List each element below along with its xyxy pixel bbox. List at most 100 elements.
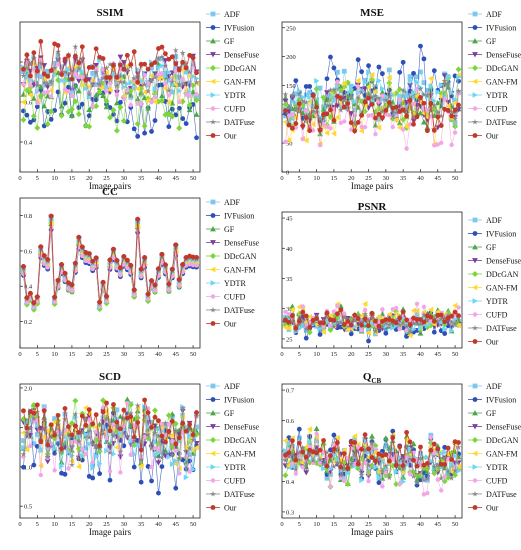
data-point bbox=[172, 427, 179, 434]
data-point bbox=[166, 429, 172, 434]
data-point bbox=[166, 93, 172, 98]
legend-marker bbox=[471, 490, 479, 497]
legend-item: GF bbox=[468, 243, 497, 252]
data-point bbox=[180, 116, 186, 121]
data-point bbox=[27, 92, 33, 98]
data-point bbox=[194, 70, 199, 76]
data-point bbox=[55, 43, 61, 48]
y-tick-label: 50 bbox=[286, 141, 293, 148]
data-point bbox=[410, 473, 417, 480]
data-point bbox=[289, 318, 296, 324]
x-tick-label: 20 bbox=[86, 175, 93, 182]
data-point bbox=[44, 453, 51, 460]
data-point bbox=[76, 234, 82, 240]
data-point bbox=[83, 452, 89, 457]
data-point bbox=[331, 317, 337, 323]
x-tick-label: 15 bbox=[69, 351, 76, 358]
data-point bbox=[418, 325, 424, 332]
legend-label: GF bbox=[486, 37, 497, 46]
data-point bbox=[90, 104, 96, 109]
x-tick-label: 50 bbox=[190, 175, 197, 182]
data-point bbox=[411, 94, 416, 100]
data-point bbox=[331, 321, 337, 328]
data-point bbox=[300, 123, 306, 129]
data-point bbox=[117, 430, 124, 437]
legend-marker bbox=[472, 284, 478, 291]
data-point bbox=[369, 71, 375, 78]
data-point bbox=[96, 81, 103, 88]
data-point bbox=[397, 326, 403, 331]
legend-marker bbox=[210, 106, 216, 111]
data-point bbox=[442, 331, 448, 336]
data-point bbox=[334, 456, 341, 463]
data-point bbox=[293, 471, 299, 476]
data-point bbox=[435, 312, 441, 318]
data-point bbox=[289, 450, 296, 457]
data-point bbox=[173, 441, 179, 447]
data-point bbox=[127, 401, 134, 408]
data-point bbox=[307, 439, 313, 445]
data-point bbox=[314, 431, 320, 436]
data-point bbox=[159, 464, 165, 469]
data-point bbox=[41, 71, 47, 77]
data-point bbox=[194, 424, 199, 430]
data-point bbox=[111, 451, 117, 457]
legend-label: CUFD bbox=[486, 311, 508, 320]
data-point bbox=[24, 446, 30, 453]
data-point bbox=[383, 107, 389, 113]
data-point bbox=[283, 448, 289, 454]
data-point bbox=[38, 244, 44, 250]
data-point bbox=[90, 460, 96, 465]
legend-label: DenseFuse bbox=[486, 423, 521, 432]
legend-marker bbox=[209, 490, 217, 497]
series-Our bbox=[21, 397, 199, 453]
data-point bbox=[159, 92, 165, 99]
data-point bbox=[52, 416, 58, 422]
legend-marker bbox=[472, 52, 478, 58]
data-point bbox=[328, 126, 333, 131]
data-point bbox=[414, 301, 420, 306]
data-point bbox=[438, 488, 444, 493]
data-point bbox=[407, 472, 413, 477]
chart-title-subscript: CB bbox=[371, 377, 381, 385]
legend-label: DDcGAN bbox=[224, 436, 257, 445]
data-point bbox=[296, 440, 302, 446]
data-point bbox=[165, 87, 172, 94]
x-tick-label: 5 bbox=[36, 175, 39, 182]
data-point bbox=[117, 265, 123, 271]
data-point bbox=[424, 491, 430, 496]
x-tick-label: 25 bbox=[103, 521, 110, 528]
data-point bbox=[152, 282, 158, 288]
data-point bbox=[369, 101, 375, 107]
data-point bbox=[100, 92, 106, 98]
data-point bbox=[307, 90, 313, 95]
data-point bbox=[455, 317, 462, 324]
legend-item: DDcGAN bbox=[206, 436, 257, 445]
legend-marker bbox=[472, 106, 478, 111]
x-tick-label: 10 bbox=[313, 521, 320, 528]
data-point bbox=[418, 43, 423, 49]
data-point bbox=[173, 485, 179, 491]
data-point bbox=[128, 62, 134, 67]
data-point bbox=[341, 478, 347, 483]
data-point bbox=[169, 451, 176, 458]
data-point bbox=[145, 464, 151, 469]
data-point bbox=[24, 74, 30, 81]
data-point bbox=[427, 107, 434, 114]
data-point bbox=[20, 116, 27, 123]
data-point bbox=[289, 306, 295, 313]
data-point bbox=[407, 445, 413, 452]
data-point bbox=[379, 484, 385, 489]
data-point bbox=[449, 113, 455, 119]
data-point bbox=[103, 98, 110, 105]
data-point bbox=[183, 428, 189, 434]
data-point bbox=[152, 118, 158, 123]
data-point bbox=[338, 468, 344, 474]
data-point bbox=[194, 254, 199, 260]
data-point bbox=[421, 319, 427, 325]
data-point bbox=[79, 253, 85, 259]
data-point bbox=[31, 300, 37, 306]
data-point bbox=[452, 302, 458, 309]
data-point bbox=[438, 312, 444, 318]
data-point bbox=[156, 266, 161, 272]
